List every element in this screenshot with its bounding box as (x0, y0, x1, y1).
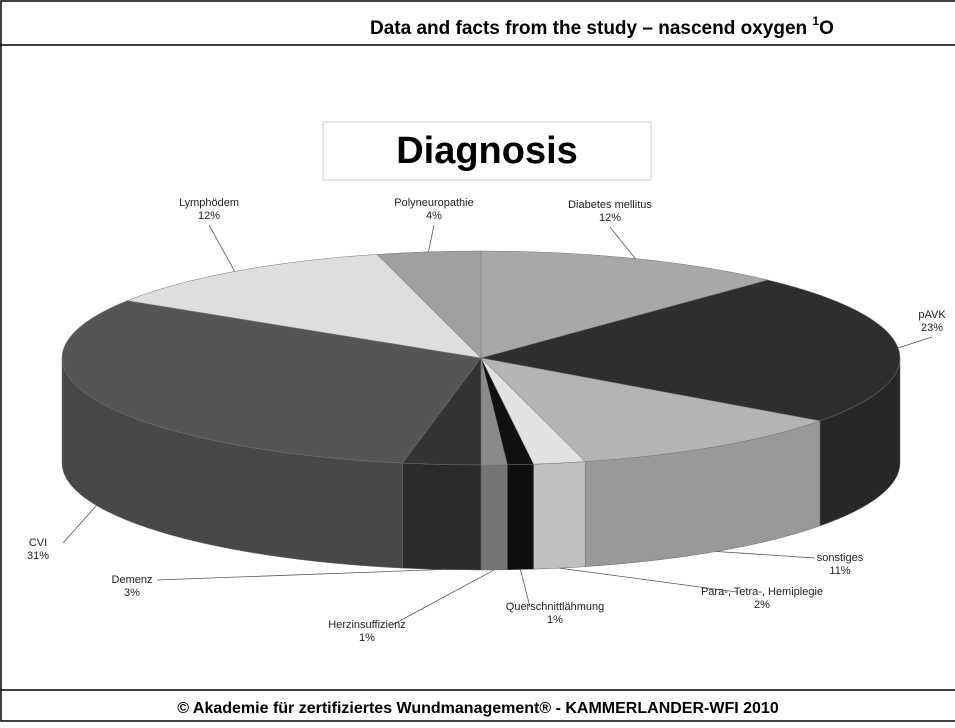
slice-label: Diabetes mellitus (568, 199, 652, 211)
pie (61, 224, 933, 626)
footer: © Akademie für zertifiziertes Wundmanage… (177, 700, 779, 717)
slice-label: sonstiges (817, 552, 864, 564)
slice-value-label: 2% (754, 599, 770, 611)
leader-line (898, 336, 933, 349)
pie-side (480, 464, 508, 571)
pie-side (402, 462, 482, 571)
chart-title: Diagnosis (396, 130, 578, 172)
slice-value-label: 11% (829, 565, 850, 577)
slice-label: Polyneuropathie (394, 197, 474, 209)
header-title: Data and facts from the study – nascend … (370, 14, 834, 39)
slice-value-label: 12% (198, 210, 220, 222)
slice-value-label: 23% (921, 322, 943, 334)
slice-value-label: 1% (359, 632, 375, 644)
header-main: Data and facts from the study – nascend … (370, 18, 812, 39)
slice-label: Herzinsuffizienz (328, 619, 405, 631)
leader-line (716, 551, 816, 559)
slice-value-label: 12% (599, 212, 621, 224)
leader-line (559, 567, 738, 593)
leader-line (62, 505, 97, 544)
slice-label: Demenz (112, 574, 153, 586)
header-sup: 1 (812, 14, 819, 28)
slice-value-label: 1% (547, 614, 563, 626)
pie-slice (480, 357, 821, 462)
slice-label: CVI (29, 537, 47, 549)
slice-label: Querschnittlähmung (506, 601, 604, 613)
leader-line (609, 226, 636, 259)
pie-side (507, 463, 534, 571)
slice-label: Para-, Tetra-, Hemiplegie (701, 586, 823, 598)
slice-value-label: 31% (27, 550, 49, 562)
slice-value-label: 3% (124, 587, 140, 599)
leader-line (428, 224, 435, 252)
title-box (322, 121, 652, 181)
slice-label: Lymphödem (179, 197, 239, 209)
leader-line (520, 569, 531, 608)
slice-label: pAVK (918, 309, 946, 321)
slice-value-label: 4% (426, 210, 442, 222)
leader-line (391, 569, 495, 626)
pie-side (533, 461, 586, 570)
leader-line (156, 569, 442, 581)
leader-line (208, 224, 236, 272)
header-end: O (819, 18, 834, 39)
pie-slice (126, 254, 482, 359)
pie-slice (376, 250, 482, 359)
